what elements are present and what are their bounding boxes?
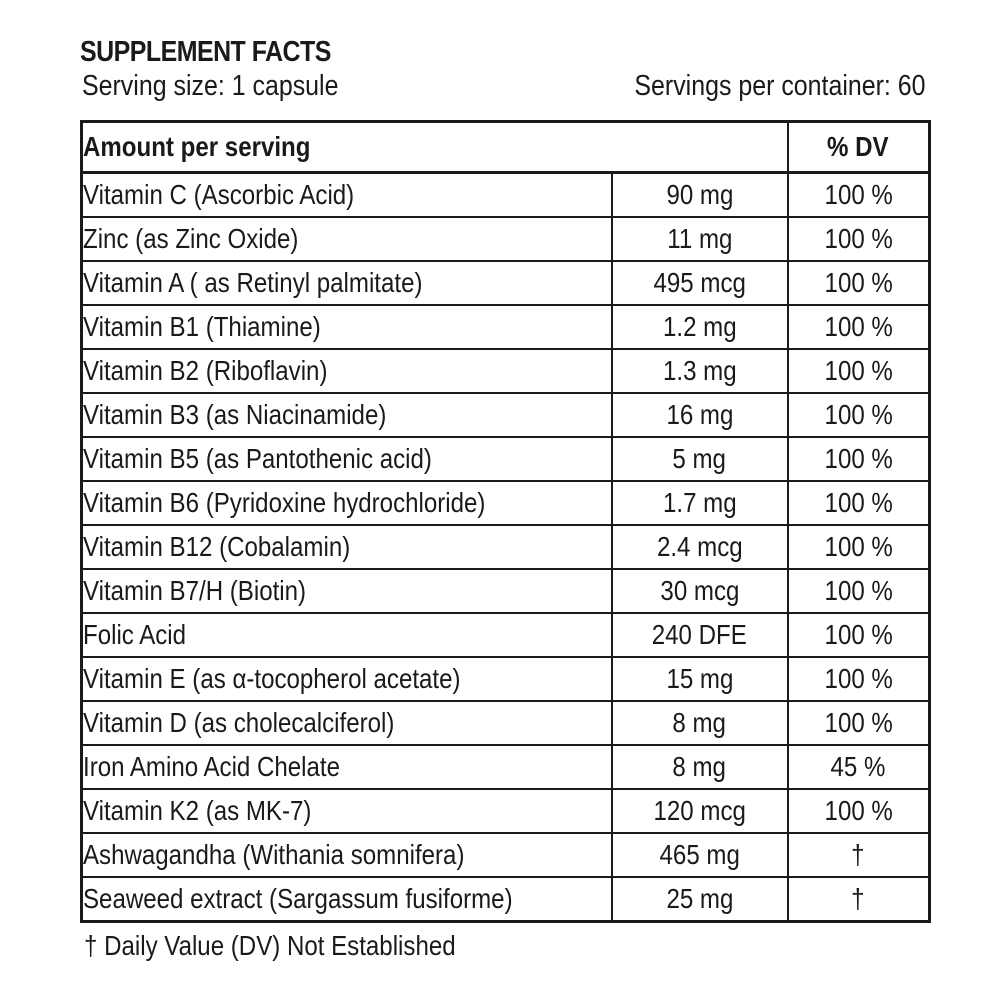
ingredient-amount: 16 mg — [610, 392, 789, 438]
ingredient-amount: 240 DFE — [610, 612, 789, 658]
ingredient-dv: 100 % — [786, 171, 931, 218]
ingredient-dv: † — [786, 876, 931, 923]
ingredient-dv: 100 % — [786, 568, 931, 614]
ingredient-amount: 1.2 mg — [610, 304, 789, 350]
ingredient-amount: 5 mg — [610, 436, 789, 482]
ingredient-amount: 30 mcg — [610, 568, 789, 614]
ingredient-amount: 465 mg — [610, 832, 789, 878]
table-row: Folic Acid 240 DFE 100 % — [80, 612, 931, 658]
ingredient-dv: 100 % — [786, 612, 931, 658]
dv-header: % DV — [786, 120, 931, 174]
ingredient-name: Vitamin B3 (as Niacinamide) — [80, 392, 613, 438]
serving-info: Serving size: 1 capsule Servings per con… — [80, 68, 928, 104]
table-row: Zinc (as Zinc Oxide) 11 mg 100 % — [80, 216, 931, 262]
table-row: Vitamin D (as cholecalciferol) 8 mg 100 … — [80, 700, 931, 746]
footnote-dv-not-established: † Daily Value (DV) Not Established — [84, 930, 456, 961]
ingredient-dv: 100 % — [786, 216, 931, 262]
ingredient-name: Vitamin E (as α-tocopherol acetate) — [80, 656, 613, 702]
ingredient-dv: 100 % — [786, 304, 931, 350]
table-row: Vitamin B3 (as Niacinamide) 16 mg 100 % — [80, 392, 931, 438]
ingredient-amount: 2.4 mcg — [610, 524, 789, 570]
ingredient-name: Vitamin D (as cholecalciferol) — [80, 700, 613, 746]
ingredient-name: Ashwagandha (Withania somnifera) — [80, 832, 613, 878]
ingredient-dv: 100 % — [786, 656, 931, 702]
ingredient-name: Seaweed extract (Sargassum fusiforme) — [80, 876, 613, 923]
ingredient-amount: 11 mg — [610, 216, 789, 262]
ingredient-name: Zinc (as Zinc Oxide) — [80, 216, 613, 262]
table-row: Vitamin B2 (Riboflavin) 1.3 mg 100 % — [80, 348, 931, 394]
ingredient-name: Vitamin B12 (Cobalamin) — [80, 524, 613, 570]
ingredient-dv: † — [786, 832, 931, 878]
ingredient-dv: 100 % — [786, 700, 931, 746]
ingredient-amount: 1.3 mg — [610, 348, 789, 394]
table-row: Vitamin B1 (Thiamine) 1.2 mg 100 % — [80, 304, 931, 350]
ingredient-amount: 8 mg — [610, 700, 789, 746]
table-row: Vitamin K2 (as MK-7) 120 mcg 100 % — [80, 788, 931, 834]
ingredient-amount: 8 mg — [610, 744, 789, 790]
servings-per-container: Servings per container: 60 — [634, 70, 926, 102]
ingredient-dv: 100 % — [786, 436, 931, 482]
table-row: Vitamin B6 (Pyridoxine hydrochloride) 1.… — [80, 480, 931, 526]
table-row: Vitamin B7/H (Biotin) 30 mcg 100 % — [80, 568, 931, 614]
ingredient-dv: 100 % — [786, 392, 931, 438]
ingredient-dv: 100 % — [786, 260, 931, 306]
ingredient-amount: 15 mg — [610, 656, 789, 702]
supplement-facts-heading: SUPPLEMENT FACTS Serving size: 1 capsule… — [80, 36, 928, 104]
ingredient-amount: 90 mg — [610, 171, 789, 218]
ingredient-dv: 100 % — [786, 524, 931, 570]
ingredient-dv: 45 % — [786, 744, 931, 790]
ingredient-name: Vitamin B7/H (Biotin) — [80, 568, 613, 614]
amount-per-serving-header: Amount per serving — [80, 120, 789, 174]
table-row: Vitamin E (as α-tocopherol acetate) 15 m… — [80, 656, 931, 702]
ingredient-dv: 100 % — [786, 480, 931, 526]
ingredient-name: Iron Amino Acid Chelate — [80, 744, 613, 790]
ingredient-dv: 100 % — [786, 788, 931, 834]
supplement-facts-table: Amount per serving % DV Vitamin C (Ascor… — [80, 120, 932, 923]
ingredient-amount: 25 mg — [610, 876, 789, 923]
table-row: Seaweed extract (Sargassum fusiforme) 25… — [80, 876, 931, 923]
ingredient-amount: 495 mcg — [610, 260, 789, 306]
table-header-row: Amount per serving % DV — [80, 120, 931, 174]
ingredient-dv: 100 % — [786, 348, 931, 394]
ingredient-name: Vitamin B2 (Riboflavin) — [80, 348, 613, 394]
ingredient-name: Vitamin A ( as Retinyl palmitate) — [80, 260, 613, 306]
ingredient-name: Folic Acid — [80, 612, 613, 658]
table-row: Vitamin C (Ascorbic Acid) 90 mg 100 % — [80, 171, 931, 218]
ingredient-name: Vitamin B6 (Pyridoxine hydrochloride) — [80, 480, 613, 526]
ingredient-name: Vitamin B5 (as Pantothenic acid) — [80, 436, 613, 482]
table-row: Vitamin B5 (as Pantothenic acid) 5 mg 10… — [80, 436, 931, 482]
table-row: Ashwagandha (Withania somnifera) 465 mg … — [80, 832, 931, 878]
ingredient-amount: 120 mcg — [610, 788, 789, 834]
ingredient-amount: 1.7 mg — [610, 480, 789, 526]
table-row: Vitamin B12 (Cobalamin) 2.4 mcg 100 % — [80, 524, 931, 570]
ingredient-name: Vitamin C (Ascorbic Acid) — [80, 171, 613, 218]
table-row: Vitamin A ( as Retinyl palmitate) 495 mc… — [80, 260, 931, 306]
serving-size: Serving size: 1 capsule — [82, 70, 339, 102]
ingredient-name: Vitamin K2 (as MK-7) — [80, 788, 613, 834]
table-row: Iron Amino Acid Chelate 8 mg 45 % — [80, 744, 931, 790]
ingredient-name: Vitamin B1 (Thiamine) — [80, 304, 613, 350]
label-title: SUPPLEMENT FACTS — [80, 36, 331, 68]
